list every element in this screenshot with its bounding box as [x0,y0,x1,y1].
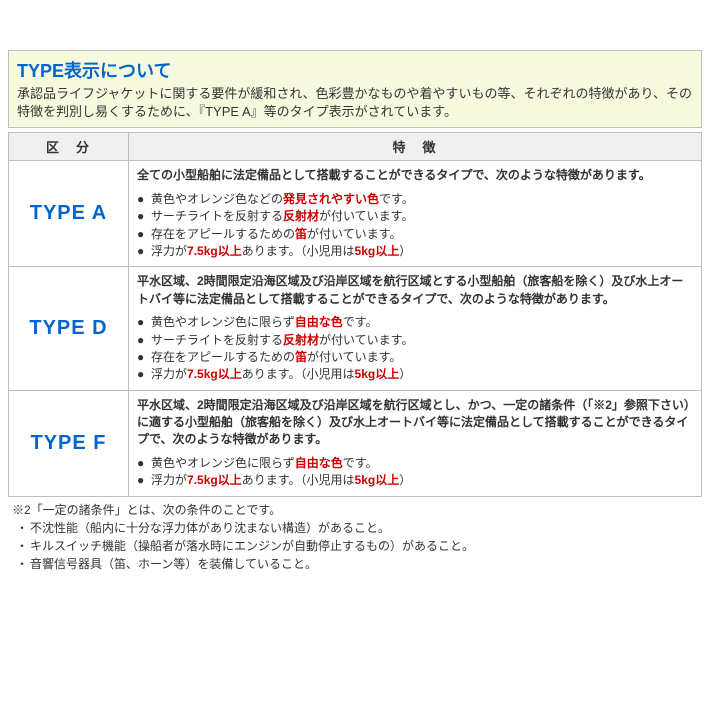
footnote-lead: ※2「一定の諸条件」とは、次の条件のことです。 [12,501,698,519]
table-row: TYPE D平水区域、2時間限定沿海区域及び沿岸区域を航行区域とする小型船舶（旅… [9,267,702,390]
feature-cell: 平水区域、2時間限定沿海区域及び沿岸区域を航行区域とし、かつ、一定の諸条件（「※… [129,390,702,496]
header-desc: 承認品ライフジャケットに関する要件が緩和され、色彩豊かなものや着やすいもの等、そ… [17,85,693,121]
highlight-text: 笛 [295,227,307,241]
highlight-text: 発見されやすい色 [283,192,379,206]
feature-intro: 全ての小型船舶に法定備品として搭載することができるタイプで、次のような特徴があり… [137,167,693,184]
footnote-item: キルスイッチ機能（操船者が落水時にエンジンが自動停止するもの）があること。 [30,537,698,555]
feature-intro: 平水区域、2時間限定沿海区域及び沿岸区域を航行区域とし、かつ、一定の諸条件（「※… [137,397,693,449]
feature-bullet: 存在をアピールするための笛が付いています。 [151,349,693,366]
type-label: TYPE A [9,161,129,267]
highlight-text: 笛 [295,350,307,364]
header-box: TYPE表示について 承認品ライフジャケットに関する要件が緩和され、色彩豊かなも… [8,50,702,128]
feature-bullet: 黄色やオレンジ色に限らず自由な色です。 [151,455,693,472]
highlight-text: 5kg以上 [355,244,400,258]
header-title: TYPE表示について [17,57,693,83]
footnote-item: 不沈性能（船内に十分な浮力体があり沈まない構造）があること。 [30,519,698,537]
feature-bullet: 浮力が7.5kg以上あります。（小児用は5kg以上） [151,472,693,489]
highlight-text: 反射材 [283,209,319,223]
highlight-text: 7.5kg以上 [187,244,242,258]
highlight-text: 自由な色 [295,315,343,329]
feature-intro: 平水区域、2時間限定沿海区域及び沿岸区域を航行区域とする小型船舶（旅客船を除く）… [137,273,693,308]
table-row: TYPE A 全ての小型船舶に法定備品として搭載することができるタイプで、次のよう… [9,161,702,267]
feature-cell: 平水区域、2時間限定沿海区域及び沿岸区域を航行区域とする小型船舶（旅客船を除く）… [129,267,702,390]
feature-bullet: 黄色やオレンジ色に限らず自由な色です。 [151,314,693,331]
feature-bullets: 黄色やオレンジ色に限らず自由な色です。サーチライトを反射する反射材が付いています… [137,314,693,384]
feature-cell: 全ての小型船舶に法定備品として搭載することができるタイプで、次のような特徴があり… [129,161,702,267]
feature-bullets: 黄色やオレンジ色などの発見されやすい色です。サーチライトを反射する反射材が付いて… [137,191,693,261]
feature-bullet: 浮力が7.5kg以上あります。（小児用は5kg以上） [151,243,693,260]
type-table: 区 分 特 徴 TYPE A 全ての小型船舶に法定備品として搭載することができるタ… [8,132,702,496]
feature-bullet: サーチライトを反射する反射材が付いています。 [151,332,693,349]
footnote: ※2「一定の諸条件」とは、次の条件のことです。 不沈性能（船内に十分な浮力体があ… [8,497,702,573]
feature-bullet: 浮力が7.5kg以上あります。（小児用は5kg以上） [151,366,693,383]
type-label: TYPE F [9,390,129,496]
highlight-text: 反射材 [283,333,319,347]
feature-bullets: 黄色やオレンジ色に限らず自由な色です。浮力が7.5kg以上あります。（小児用は5… [137,455,693,490]
highlight-text: 7.5kg以上 [187,367,242,381]
col-header-feature: 特 徴 [129,133,702,161]
footnote-item: 音響信号器具（笛、ホーン等）を装備していること。 [30,555,698,573]
highlight-text: 自由な色 [295,456,343,470]
type-label: TYPE D [9,267,129,390]
table-row: TYPE F平水区域、2時間限定沿海区域及び沿岸区域を航行区域とし、かつ、一定の… [9,390,702,496]
feature-bullet: 存在をアピールするための笛が付いています。 [151,226,693,243]
feature-bullet: 黄色やオレンジ色などの発見されやすい色です。 [151,191,693,208]
highlight-text: 7.5kg以上 [187,473,242,487]
highlight-text: 5kg以上 [355,367,400,381]
feature-bullet: サーチライトを反射する反射材が付いています。 [151,208,693,225]
highlight-text: 5kg以上 [355,473,400,487]
col-header-category: 区 分 [9,133,129,161]
